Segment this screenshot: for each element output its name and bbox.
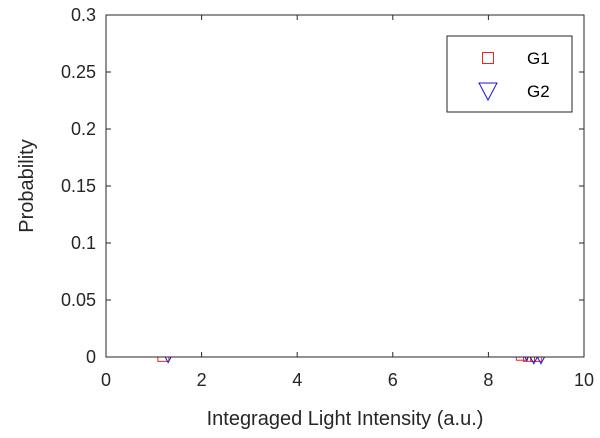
legend-label-g2: G2 xyxy=(527,82,550,101)
legend-label-g1: G1 xyxy=(527,49,550,68)
x-tick-label: 2 xyxy=(197,370,207,390)
y-tick-label: 0.05 xyxy=(61,290,96,310)
x-tick-label: 4 xyxy=(292,370,302,390)
legend-box xyxy=(446,35,573,113)
y-axis-label: Probability xyxy=(16,139,38,232)
x-tick-label: 8 xyxy=(483,370,493,390)
x-tick-label: 0 xyxy=(101,370,111,390)
y-tick-label: 0.25 xyxy=(61,62,96,82)
x-tick-label: 6 xyxy=(388,370,398,390)
y-tick-label: 0.3 xyxy=(71,5,96,25)
x-tick-label: 10 xyxy=(574,370,594,390)
y-tick-label: 0.1 xyxy=(71,233,96,253)
y-tick-label: 0 xyxy=(86,347,96,367)
legend: G1 G2 xyxy=(446,35,573,113)
x-axis-label: Integraged Light Intensity (a.u.) xyxy=(207,408,484,430)
legend-marker-g2 xyxy=(478,82,498,102)
y-tick-label: 0.15 xyxy=(61,176,96,196)
legend-marker-g1 xyxy=(482,52,494,64)
y-tick-label: 0.2 xyxy=(71,119,96,139)
